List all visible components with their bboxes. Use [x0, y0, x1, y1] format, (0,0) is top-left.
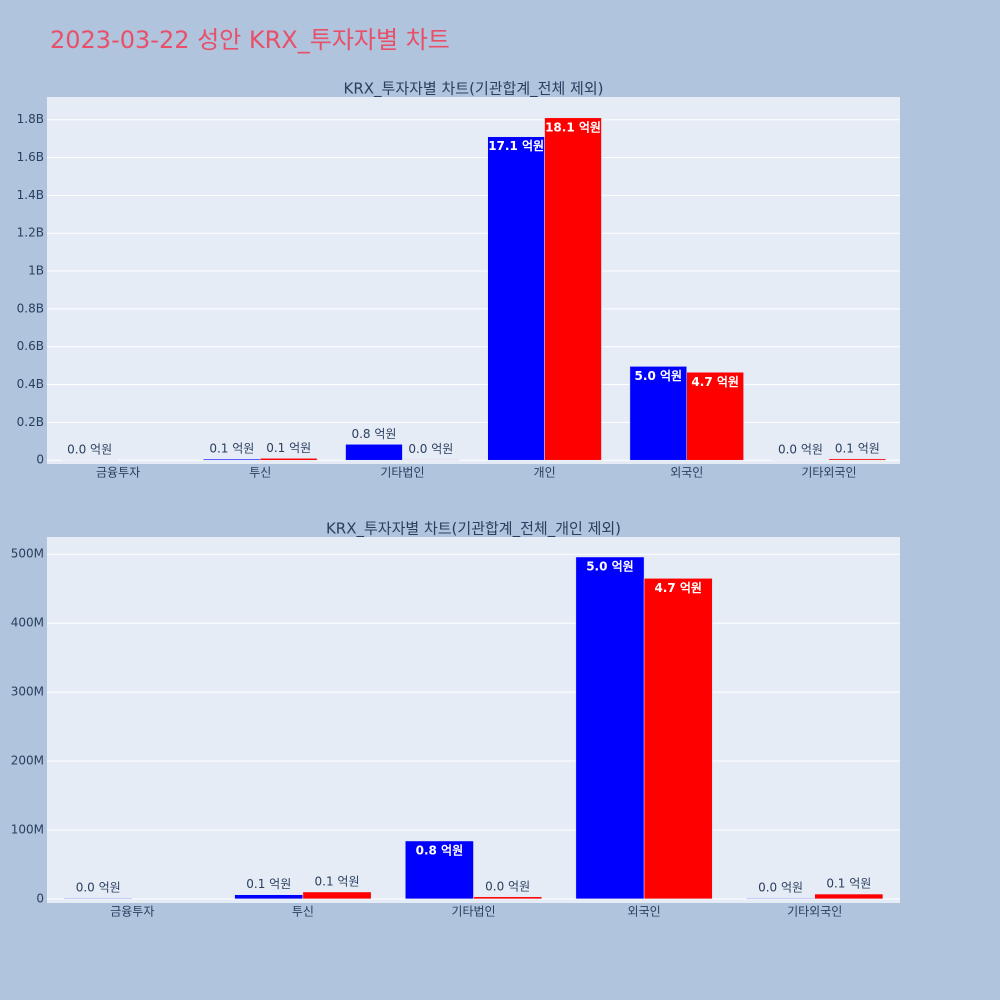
- y-tick-label: 1B: [28, 264, 44, 278]
- value-label: 18.1 억원: [545, 120, 601, 134]
- value-label: 0.0 억원: [76, 881, 121, 895]
- y-tick-label: 200M: [11, 754, 44, 768]
- x-tick-label: 투신: [249, 466, 271, 480]
- value-label: 0.1 억원: [266, 441, 311, 455]
- x-tick-label: 기타법인: [451, 905, 495, 919]
- y-tick-label: 500M: [11, 547, 44, 561]
- page-title: 2023-03-22 성안 KRX_투자자별 차트: [50, 26, 450, 54]
- bar: [643, 578, 713, 900]
- y-tick-label: 1.4B: [17, 188, 44, 202]
- y-tick-label: 0.6B: [17, 339, 44, 353]
- x-tick-label: 외국인: [670, 466, 703, 480]
- bar: [814, 893, 884, 900]
- plot-area: [47, 97, 900, 464]
- x-tick-label: 외국인: [628, 905, 661, 919]
- value-label: 5.0 억원: [635, 369, 683, 383]
- bar: [402, 459, 460, 461]
- value-label: 0.0 억원: [778, 443, 823, 457]
- bar: [63, 897, 133, 900]
- y-tick-label: 0.8B: [17, 301, 44, 315]
- value-label: 0.1 억원: [315, 874, 360, 888]
- y-tick-label: 0: [36, 453, 44, 467]
- bar: [487, 136, 545, 461]
- x-tick-label: 기타외국인: [801, 466, 856, 480]
- value-label: 5.0 억원: [586, 559, 634, 573]
- value-label: 0.1 억원: [826, 877, 871, 891]
- bar: [345, 444, 403, 461]
- y-tick-label: 300M: [11, 685, 44, 699]
- y-tick-label: 100M: [11, 822, 44, 836]
- value-label: 0.1 억원: [209, 442, 254, 456]
- value-label: 0.0 억원: [485, 879, 530, 893]
- x-tick-label: 기타외국인: [787, 905, 842, 919]
- bar: [828, 458, 887, 461]
- x-tick-label: 개인: [534, 466, 556, 480]
- bar: [575, 556, 645, 900]
- bar: [302, 891, 372, 900]
- bar: [746, 897, 815, 900]
- value-label: 0.8 억원: [351, 427, 396, 441]
- y-tick-label: 1.2B: [17, 226, 44, 240]
- value-label: 4.7 억원: [654, 581, 702, 595]
- value-label: 0.8 억원: [416, 843, 464, 857]
- bar: [629, 366, 688, 461]
- value-label: 0.0 억원: [758, 881, 803, 895]
- x-tick-label: 기타법인: [380, 466, 424, 480]
- bar: [203, 458, 261, 461]
- value-label: 0.1 억원: [246, 877, 291, 891]
- bar: [473, 896, 542, 900]
- chart-title: KRX_투자자별 차트(기관합계_전체 제외): [344, 80, 604, 99]
- y-tick-label: 400M: [11, 616, 44, 630]
- value-label: 0.1 억원: [835, 441, 880, 455]
- bar: [405, 840, 474, 900]
- chart-title: KRX_투자자별 차트(기관합계_전체_개인 제외): [326, 520, 621, 539]
- y-tick-label: 1.6B: [17, 150, 44, 164]
- y-tick-label: 0.2B: [17, 415, 44, 429]
- bar: [234, 894, 304, 900]
- bar: [686, 372, 744, 461]
- value-label: 4.7 억원: [691, 375, 739, 389]
- y-tick-label: 0.4B: [17, 377, 44, 391]
- x-tick-label: 금융투자: [110, 905, 154, 919]
- x-tick-label: 금융투자: [96, 466, 140, 480]
- x-tick-label: 투신: [292, 905, 314, 919]
- value-label: 0.0 억원: [408, 442, 453, 456]
- y-tick-label: 0: [36, 891, 44, 905]
- value-label: 17.1 억원: [488, 139, 544, 153]
- value-label: 0.0 억원: [67, 443, 112, 457]
- y-tick-label: 1.8B: [17, 112, 44, 126]
- bar: [260, 458, 318, 461]
- bar: [544, 117, 602, 461]
